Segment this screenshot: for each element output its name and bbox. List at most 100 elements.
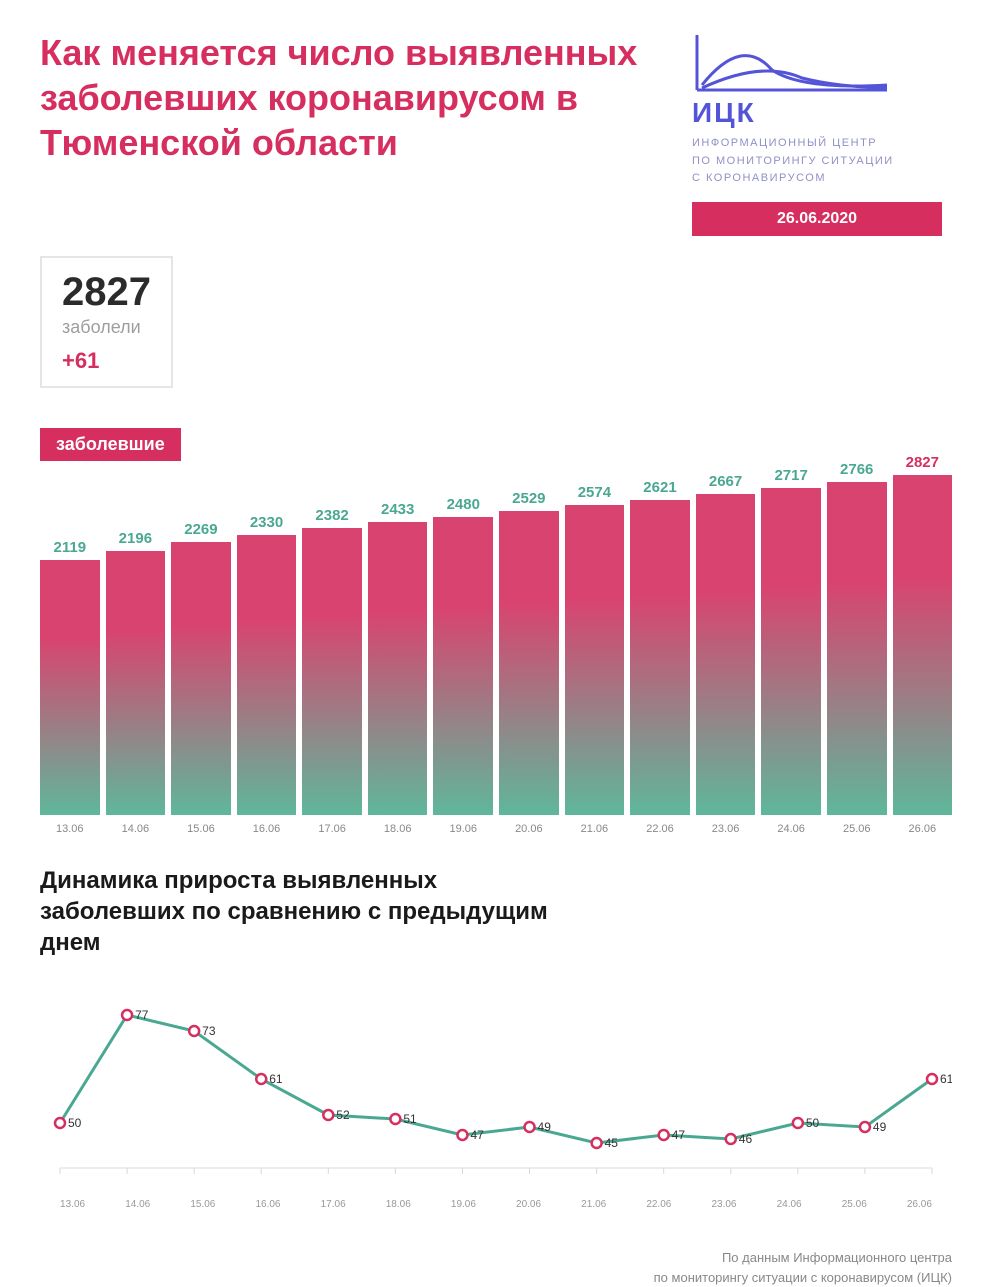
bar-date-label: 19.06 — [449, 823, 477, 835]
bar-column: 2433 18.06 — [368, 501, 428, 835]
svg-text:45: 45 — [605, 1136, 619, 1150]
line-date-label: 14.06 — [105, 1199, 170, 1210]
bar-date-label: 21.06 — [581, 823, 609, 835]
bar-date-label: 24.06 — [777, 823, 805, 835]
bar-value-label: 2667 — [709, 473, 742, 490]
bar — [565, 505, 625, 815]
bar-column: 252920.06 — [499, 490, 559, 835]
bar-date-label: 18.06 — [384, 823, 412, 835]
bar-date-label: 15.06 — [187, 823, 215, 835]
line-date-label: 15.06 — [170, 1199, 235, 1210]
bar-date-label: 16.06 — [253, 823, 281, 835]
logo-abbr: ИЦК — [692, 97, 952, 129]
bar — [106, 551, 166, 815]
svg-text:61: 61 — [940, 1072, 952, 1086]
bar — [237, 535, 297, 815]
bar-date-label: 17.06 — [318, 823, 346, 835]
line-chart-section: Динамика прироста выявленных заболевших … — [40, 865, 952, 1229]
bar-date-label: 26.06 — [909, 823, 937, 835]
bar-date-label: 23.06 — [712, 823, 740, 835]
svg-text:51: 51 — [403, 1112, 417, 1126]
logo-icon — [692, 30, 892, 100]
svg-text:50: 50 — [806, 1116, 820, 1130]
bar-column: 2196 14.06 — [106, 530, 166, 835]
bar-value-label: 2382 — [315, 507, 348, 524]
line-date-label: 24.06 — [757, 1199, 822, 1210]
line-date-label: 25.06 — [822, 1199, 887, 1210]
bar — [40, 560, 100, 815]
bar — [696, 494, 756, 815]
bar-column: 2667 23.06 — [696, 473, 756, 835]
bar-value-label: 2766 — [840, 461, 873, 478]
svg-text:61: 61 — [269, 1072, 283, 1086]
bar-column: 2717 24.06 — [761, 467, 821, 835]
bar-value-label: 2827 — [906, 454, 939, 471]
line-chart-dates: 13.0614.0615.0616.0617.0618.0619.0620.06… — [40, 1199, 952, 1210]
line-chart: 50 77 73 61 52 51 47 49 45 47 46 50 49 61 — [40, 988, 952, 1188]
svg-text:73: 73 — [202, 1024, 216, 1038]
bar-value-label: 2119 — [54, 539, 87, 556]
line-date-label: 26.06 — [887, 1199, 952, 1210]
svg-text:52: 52 — [336, 1108, 350, 1122]
stat-delta: +61 — [62, 348, 151, 374]
bar-column: 2119 13.06 — [40, 539, 100, 835]
bar — [827, 482, 887, 815]
bar-column: 2827 26.06 — [893, 454, 953, 835]
stat-value: 2827 — [62, 270, 151, 315]
bar-value-label: 2196 — [119, 530, 152, 547]
bar-date-label: 22.06 — [646, 823, 674, 835]
bar-value-label: 2269 — [184, 521, 217, 538]
bar-column: 2269 15.06 — [171, 521, 231, 835]
svg-text:49: 49 — [873, 1120, 887, 1134]
bar-chart-section: заболевшие 2119 13.06 2196 14.06 2269 15.06 23… — [40, 428, 952, 835]
bar-value-label: 2330 — [250, 514, 283, 531]
bar-column: 2574 21.06 — [565, 484, 625, 835]
bar — [630, 500, 690, 815]
line-date-label: 23.06 — [691, 1199, 756, 1210]
stat-label: заболели — [62, 317, 151, 338]
line-date-label: 19.06 — [431, 1199, 496, 1210]
bar-value-label: 2529 — [512, 490, 545, 507]
svg-text:47: 47 — [470, 1128, 484, 1142]
bar-chart-tag: заболевшие — [40, 428, 181, 461]
source-text: По данным Информационного центра по мони… — [0, 1248, 952, 1287]
bar — [171, 542, 231, 815]
bar-value-label: 2574 — [578, 484, 611, 501]
line-date-label: 18.06 — [366, 1199, 431, 1210]
bar-date-label: 25.06 — [843, 823, 871, 835]
bar-column: 2382 17.06 — [302, 507, 362, 834]
bar-column: 2621 22.06 — [630, 479, 690, 835]
line-date-label: 16.06 — [235, 1199, 300, 1210]
bar-value-label: 2433 — [381, 501, 414, 518]
logo-subtitle: ИНФОРМАЦИОННЫЙ ЦЕНТР ПО МОНИТОРИНГУ СИТУ… — [692, 135, 952, 188]
page-title: Как меняется число выявленных заболевших… — [40, 30, 680, 236]
bar-column: 2766 25.06 — [827, 461, 887, 835]
stat-box: 2827 заболели +61 — [40, 256, 173, 388]
svg-text:46: 46 — [739, 1132, 753, 1146]
line-date-label: 21.06 — [561, 1199, 626, 1210]
line-date-label: 13.06 — [40, 1199, 105, 1210]
date-badge: 26.06.2020 — [692, 202, 942, 236]
svg-text:47: 47 — [672, 1128, 686, 1142]
bar-column: 248019.06 — [433, 496, 493, 835]
logo-block: ИЦК ИНФОРМАЦИОННЫЙ ЦЕНТР ПО МОНИТОРИНГУ … — [692, 30, 952, 236]
bar — [499, 511, 559, 815]
bar-date-label: 14.06 — [122, 823, 150, 835]
line-date-label: 17.06 — [301, 1199, 366, 1210]
bar-date-label: 13.06 — [56, 823, 84, 835]
bar — [433, 517, 493, 815]
svg-text:49: 49 — [538, 1120, 552, 1134]
bar-chart: 2119 13.06 2196 14.06 2269 15.06 2330 16.06 2382… — [40, 455, 952, 835]
bar-value-label: 2717 — [774, 467, 807, 484]
bar — [761, 488, 821, 815]
bar — [368, 522, 428, 815]
svg-text:50: 50 — [68, 1116, 82, 1130]
line-date-label: 22.06 — [626, 1199, 691, 1210]
bar-column: 2330 16.06 — [237, 514, 297, 835]
line-chart-title: Динамика прироста выявленных заболевших … — [40, 865, 560, 959]
svg-text:77: 77 — [135, 1008, 149, 1022]
line-date-label: 20.06 — [496, 1199, 561, 1210]
bar — [893, 475, 953, 815]
bar — [302, 528, 362, 814]
bar-value-label: 2621 — [643, 479, 676, 496]
